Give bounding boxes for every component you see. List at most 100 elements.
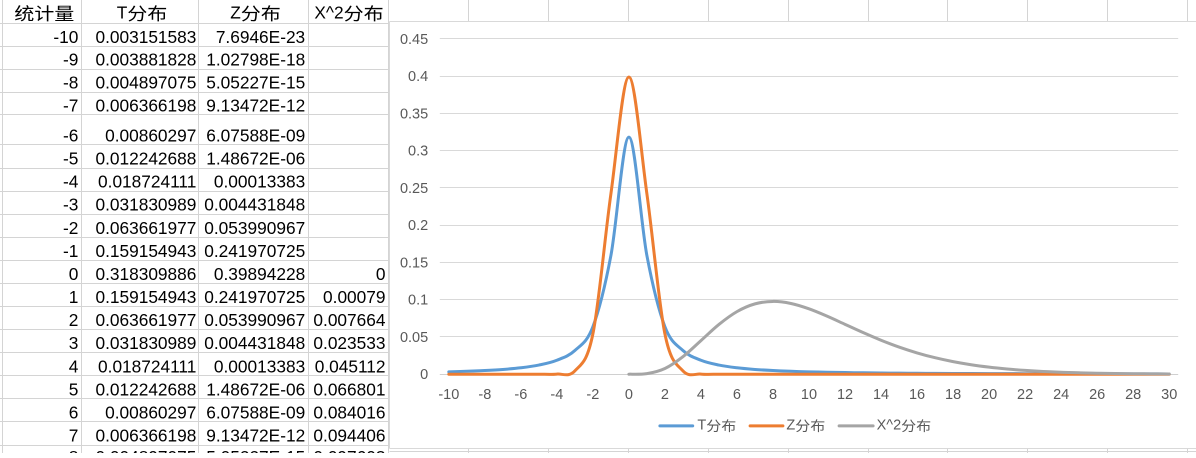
svg-text:0.006366198: 0.006366198 — [95, 96, 196, 116]
svg-text:-6: -6 — [63, 126, 78, 146]
svg-text:7: 7 — [69, 426, 79, 446]
svg-text:0.018724111: 0.018724111 — [98, 172, 196, 192]
svg-text:-4: -4 — [550, 387, 563, 403]
svg-text:-1: -1 — [63, 241, 78, 261]
svg-text:28: 28 — [1125, 387, 1141, 403]
svg-text:0.05: 0.05 — [400, 330, 428, 346]
svg-text:5.05227E-15: 5.05227E-15 — [206, 447, 305, 453]
svg-text:30: 30 — [1161, 387, 1177, 403]
svg-text:0.00013383: 0.00013383 — [214, 172, 305, 192]
svg-text:6.07588E-09: 6.07588E-09 — [206, 402, 305, 422]
svg-text:0.097603: 0.097603 — [313, 447, 385, 453]
svg-text:20: 20 — [981, 387, 997, 403]
svg-text:5: 5 — [69, 379, 79, 399]
svg-text:-8: -8 — [478, 387, 491, 403]
svg-text:0.031830989: 0.031830989 — [95, 333, 196, 353]
svg-text:0.084016: 0.084016 — [313, 402, 385, 422]
svg-text:6: 6 — [69, 402, 79, 422]
svg-text:6: 6 — [733, 387, 741, 403]
svg-text:0.031830989: 0.031830989 — [95, 195, 196, 215]
svg-text:0: 0 — [69, 264, 79, 284]
svg-text:1.48672E-06: 1.48672E-06 — [206, 379, 305, 399]
svg-text:0.004897075: 0.004897075 — [95, 447, 196, 453]
svg-text:T: T — [697, 417, 706, 433]
svg-text:-5: -5 — [63, 149, 78, 169]
svg-text:0.4: 0.4 — [408, 69, 428, 85]
svg-text:1.02798E-18: 1.02798E-18 — [206, 50, 305, 70]
svg-text:7.6946E-23: 7.6946E-23 — [216, 27, 305, 47]
svg-text:8: 8 — [769, 387, 777, 403]
svg-text:2: 2 — [661, 387, 669, 403]
svg-text:0.2: 0.2 — [408, 218, 428, 234]
svg-text:24: 24 — [1053, 387, 1069, 403]
svg-text:4: 4 — [697, 387, 705, 403]
svg-text:1.48672E-06: 1.48672E-06 — [206, 149, 305, 169]
svg-text:0.159154943: 0.159154943 — [95, 241, 196, 261]
svg-text:0.159154943: 0.159154943 — [95, 287, 196, 307]
svg-text:8: 8 — [69, 447, 79, 453]
svg-text:-7: -7 — [63, 96, 78, 116]
svg-text:16: 16 — [909, 387, 925, 403]
svg-text:0.241970725: 0.241970725 — [204, 287, 305, 307]
svg-text:-4: -4 — [63, 172, 79, 192]
svg-text:22: 22 — [1017, 387, 1033, 403]
svg-text:5.05227E-15: 5.05227E-15 — [206, 73, 305, 93]
svg-text:X^2: X^2 — [877, 417, 902, 433]
svg-text:0.018724111: 0.018724111 — [98, 356, 196, 376]
svg-text:0.003881828: 0.003881828 — [95, 50, 196, 70]
svg-text:2: 2 — [69, 310, 79, 330]
svg-text:0.012242688: 0.012242688 — [95, 149, 196, 169]
svg-text:0.3: 0.3 — [408, 144, 428, 160]
svg-text:0.023533: 0.023533 — [313, 333, 385, 353]
svg-text:18: 18 — [945, 387, 961, 403]
svg-text:0.00860297: 0.00860297 — [105, 126, 196, 146]
svg-text:26: 26 — [1089, 387, 1105, 403]
svg-text:3: 3 — [69, 333, 79, 353]
svg-text:-3: -3 — [63, 195, 78, 215]
svg-text:0.39894228: 0.39894228 — [214, 264, 305, 284]
svg-text:-10: -10 — [53, 27, 78, 47]
svg-text:Z: Z — [230, 3, 241, 23]
svg-text:0: 0 — [376, 264, 386, 284]
svg-text:0.063661977: 0.063661977 — [95, 218, 196, 238]
svg-text:0.241970725: 0.241970725 — [204, 241, 305, 261]
svg-text:0.45: 0.45 — [400, 32, 428, 48]
svg-text:4: 4 — [69, 356, 79, 376]
svg-text:0.00013383: 0.00013383 — [214, 356, 305, 376]
svg-text:0.318309886: 0.318309886 — [95, 264, 196, 284]
svg-text:0.003151583: 0.003151583 — [95, 27, 196, 47]
svg-text:0.063661977: 0.063661977 — [95, 310, 196, 330]
svg-text:Z: Z — [786, 417, 795, 433]
svg-text:0.004897075: 0.004897075 — [95, 73, 196, 93]
svg-text:0: 0 — [625, 387, 633, 403]
svg-text:0.35: 0.35 — [400, 106, 428, 122]
svg-text:0.1: 0.1 — [408, 293, 428, 309]
svg-text:0.045112: 0.045112 — [315, 356, 386, 376]
svg-text:-2: -2 — [586, 387, 599, 403]
svg-text:0.012242688: 0.012242688 — [95, 379, 196, 399]
svg-text:-9: -9 — [63, 50, 78, 70]
svg-text:0.00079: 0.00079 — [323, 287, 385, 307]
svg-text:9.13472E-12: 9.13472E-12 — [206, 96, 305, 116]
svg-text:14: 14 — [873, 387, 889, 403]
svg-text:1: 1 — [69, 287, 79, 307]
svg-text:12: 12 — [837, 387, 853, 403]
svg-text:0.053990967: 0.053990967 — [204, 310, 305, 330]
svg-text:-6: -6 — [514, 387, 527, 403]
svg-text:0.004431848: 0.004431848 — [204, 195, 305, 215]
svg-text:X^2: X^2 — [314, 3, 343, 23]
svg-text:0.007664: 0.007664 — [313, 310, 385, 330]
svg-text:0.053990967: 0.053990967 — [204, 218, 305, 238]
svg-text:0.004431848: 0.004431848 — [204, 333, 305, 353]
svg-text:T: T — [117, 3, 128, 23]
svg-text:-2: -2 — [63, 218, 78, 238]
svg-text:10: 10 — [801, 387, 817, 403]
svg-text:0.006366198: 0.006366198 — [95, 426, 196, 446]
svg-text:0.094406: 0.094406 — [313, 426, 385, 446]
svg-text:0.066801: 0.066801 — [313, 379, 385, 399]
svg-text:-8: -8 — [63, 73, 78, 93]
svg-text:0: 0 — [420, 367, 428, 383]
svg-text:6.07588E-09: 6.07588E-09 — [206, 126, 305, 146]
svg-text:0.15: 0.15 — [400, 255, 428, 271]
svg-text:0.00860297: 0.00860297 — [105, 402, 196, 422]
